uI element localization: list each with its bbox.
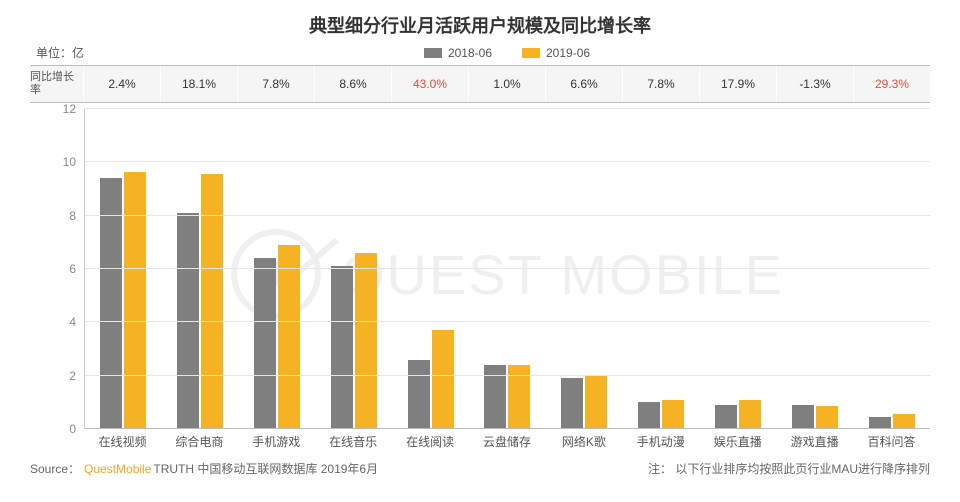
x-axis-label: 网络K歌 [545, 433, 622, 450]
bar-group [700, 109, 777, 429]
x-axis-label: 娱乐直播 [699, 433, 776, 450]
chart-area: 024681012 QUEST MOBILE [30, 109, 930, 429]
bar [792, 405, 814, 429]
bar-group [776, 109, 853, 429]
bar [432, 330, 454, 429]
bar-group [469, 109, 546, 429]
bar [893, 414, 915, 429]
x-axis-label: 游戏直播 [776, 433, 853, 450]
x-axis: 在线视频综合电商手机游戏在线音乐在线阅读云盘储存网络K歌手机动漫娱乐直播游戏直播… [84, 433, 930, 450]
gridline [85, 268, 930, 269]
growth-cell: 18.1% [161, 66, 238, 102]
bars-layer [85, 109, 930, 429]
growth-header-text: 同比增长率 [30, 71, 83, 97]
x-axis-label: 在线音乐 [315, 433, 392, 450]
x-axis-label: 在线视频 [84, 433, 161, 450]
bar-group [315, 109, 392, 429]
legend-label: 2019-06 [546, 46, 590, 60]
growth-cell: 1.0% [469, 66, 546, 102]
y-tick-label: 6 [69, 262, 76, 276]
bar [715, 405, 737, 429]
bar [638, 402, 660, 429]
bar [561, 378, 583, 429]
bar [201, 174, 223, 429]
growth-cell: 2.4% [84, 66, 161, 102]
gridline [85, 108, 930, 109]
bar [816, 406, 838, 429]
y-tick-label: 8 [69, 209, 76, 223]
bar [254, 258, 276, 429]
gridline [85, 215, 930, 216]
x-axis-label: 云盘储存 [469, 433, 546, 450]
bar-group [85, 109, 162, 429]
unit-label: 单位：亿 [36, 44, 84, 61]
growth-cell: 43.0% [392, 66, 469, 102]
gridline [85, 428, 930, 429]
x-axis-label: 百科问答 [853, 433, 930, 450]
legend-label: 2018-06 [448, 46, 492, 60]
bar-group [162, 109, 239, 429]
chart-container: 典型细分行业月活跃用户规模及同比增长率 单位：亿 2018-06 2019-06… [0, 0, 960, 502]
growth-cell: -1.3% [777, 66, 854, 102]
bar-group [623, 109, 700, 429]
legend-item-2019: 2019-06 [522, 46, 590, 60]
subtitle-row: 单位：亿 2018-06 2019-06 [30, 44, 930, 61]
bar-group [546, 109, 623, 429]
legend-swatch-icon [522, 48, 540, 58]
gridline [85, 375, 930, 376]
growth-cell: 8.6% [315, 66, 392, 102]
growth-cell: 17.9% [700, 66, 777, 102]
legend: 2018-06 2019-06 [84, 46, 930, 60]
bar-group [239, 109, 316, 429]
bar [278, 245, 300, 429]
bar [124, 172, 146, 429]
source-brand: QuestMobile [84, 462, 151, 476]
growth-cell: 6.6% [546, 66, 623, 102]
y-tick-label: 10 [63, 155, 76, 169]
chart-title: 典型细分行业月活跃用户规模及同比增长率 [30, 12, 930, 38]
bar [331, 266, 353, 429]
bar-group [392, 109, 469, 429]
source-label: Source： [30, 460, 80, 477]
bar [355, 253, 377, 429]
x-axis-label: 综合电商 [161, 433, 238, 450]
growth-cell: 7.8% [238, 66, 315, 102]
bar [585, 375, 607, 429]
x-axis-label: 手机动漫 [622, 433, 699, 450]
gridline [85, 321, 930, 322]
growth-cell: 7.8% [623, 66, 700, 102]
source-text: TRUTH 中国移动互联网数据库 2019年6月 [153, 460, 378, 477]
y-tick-label: 2 [69, 369, 76, 383]
note-label: 注： [648, 462, 672, 476]
bar [100, 178, 122, 429]
gridline [85, 161, 930, 162]
note-text: 以下行业排序均按照此页行业MAU进行降序排列 [675, 462, 930, 476]
growth-cell: 29.3% [854, 66, 930, 102]
x-axis-label: 在线阅读 [392, 433, 469, 450]
bar [739, 400, 761, 429]
bar-group [853, 109, 930, 429]
plot-area: QUEST MOBILE [84, 109, 930, 429]
growth-table: 同比增长率 2.4%18.1%7.8%8.6%43.0%1.0%6.6%7.8%… [30, 65, 930, 103]
footer: Source： QuestMobile TRUTH 中国移动互联网数据库 201… [30, 460, 930, 477]
legend-item-2018: 2018-06 [424, 46, 492, 60]
bar [662, 400, 684, 429]
growth-cells: 2.4%18.1%7.8%8.6%43.0%1.0%6.6%7.8%17.9%-… [84, 66, 930, 102]
y-tick-label: 12 [63, 102, 76, 116]
y-tick-label: 0 [69, 422, 76, 436]
bar [408, 360, 430, 429]
y-axis: 024681012 [30, 109, 84, 429]
x-axis-label: 手机游戏 [238, 433, 315, 450]
legend-swatch-icon [424, 48, 442, 58]
growth-header: 同比增长率 [30, 66, 84, 102]
footer-note: 注： 以下行业排序均按照此页行业MAU进行降序排列 [648, 460, 930, 477]
y-tick-label: 4 [69, 315, 76, 329]
